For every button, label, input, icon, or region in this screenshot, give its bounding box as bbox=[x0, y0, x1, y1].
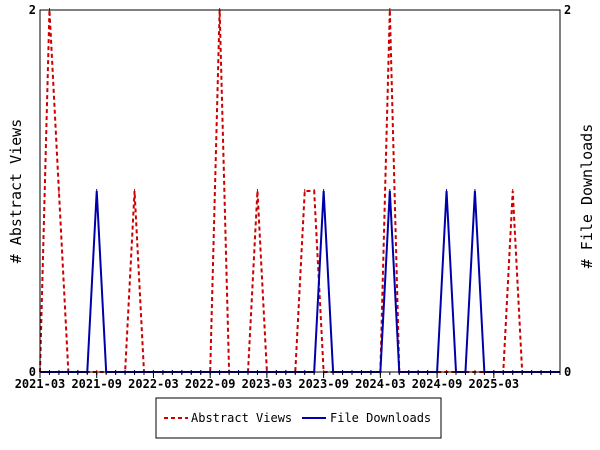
y-axes: 2 0 2 0 # Abstract Views # File Download… bbox=[7, 3, 596, 379]
x-tick-label: 2022-03 bbox=[128, 377, 179, 391]
y-tick-label-right-top: 2 bbox=[564, 3, 571, 17]
x-tick-label: 2023-03 bbox=[242, 377, 293, 391]
x-tick-label: 2022-09 bbox=[185, 377, 236, 391]
x-tick-label: 2023-09 bbox=[298, 377, 349, 391]
x-tick-label: 2021-09 bbox=[71, 377, 122, 391]
x-tick-label: 2024-09 bbox=[412, 377, 463, 391]
legend-label-abstract-views: Abstract Views bbox=[191, 411, 292, 425]
y-tick-label-right-bottom: 0 bbox=[564, 365, 571, 379]
x-tick-label: 2024-03 bbox=[355, 377, 406, 391]
legend-box bbox=[155, 397, 442, 439]
y-axis-title-left: # Abstract Views bbox=[7, 119, 25, 264]
x-tick-label: 2021-03 bbox=[15, 377, 66, 391]
y-tick-label-left-bottom: 0 bbox=[29, 365, 36, 379]
x-tick-label: 2025-03 bbox=[469, 377, 520, 391]
y-tick-label-left-top: 2 bbox=[29, 3, 36, 17]
x-axis: 2021-03 2021-09 2022-03 2022-09 2023-03 2023-… bbox=[15, 372, 561, 391]
legend: Abstract Views File Downloads bbox=[155, 397, 442, 439]
plot-frame bbox=[39, 9, 561, 373]
legend-label-file-downloads: File Downloads bbox=[330, 411, 431, 425]
y-axis-title-right: # File Downloads bbox=[578, 124, 596, 269]
